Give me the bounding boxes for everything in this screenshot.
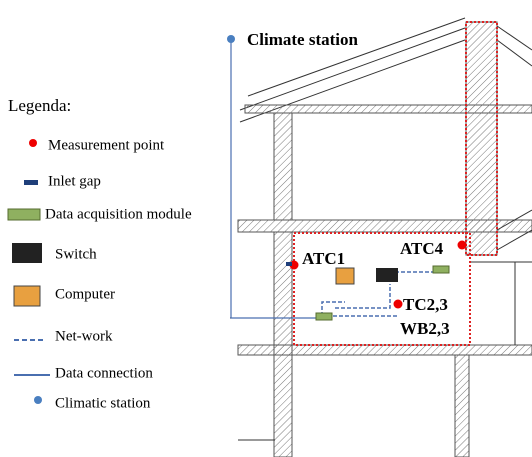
label: TC2,3	[403, 295, 448, 314]
legend-icon	[7, 208, 41, 221]
legend-item: Climatic station	[55, 395, 151, 411]
floor-slab	[237, 219, 532, 233]
legend-item: Inlet gap	[48, 173, 101, 189]
legend-icon	[34, 396, 42, 404]
legend-item: Data connection	[55, 365, 153, 381]
roof	[239, 17, 532, 123]
legend-icon	[13, 285, 41, 307]
legend-item: Computer	[55, 286, 115, 302]
label: WB2,3	[400, 319, 450, 338]
module	[315, 312, 333, 321]
computer	[335, 267, 355, 285]
legend-item: Measurement point	[48, 137, 165, 153]
network	[227, 35, 467, 321]
data-connection	[230, 40, 318, 319]
room-outline	[293, 232, 471, 346]
lines	[230, 209, 532, 441]
legend-item: Switch	[55, 246, 97, 262]
network-line	[321, 271, 437, 317]
climate-station-dot	[227, 35, 235, 43]
legend-icon	[29, 139, 37, 147]
upper-wall	[273, 112, 293, 221]
inlet-gap	[286, 262, 292, 266]
legend-icon	[12, 243, 42, 263]
module	[432, 265, 450, 274]
switch	[376, 268, 398, 282]
attic-floor	[244, 104, 532, 114]
title: Climate station	[247, 30, 359, 49]
legend-item: Data acquisition module	[45, 206, 192, 222]
legend: Legenda: Measurement point Inlet gap Dat…	[7, 96, 192, 411]
legend-icon	[24, 180, 38, 185]
label: ATC4	[400, 239, 444, 258]
label: ATC1	[302, 249, 345, 268]
measurement-point	[393, 299, 403, 309]
house-drawing	[230, 17, 532, 457]
measurement-point	[457, 240, 467, 250]
chimney	[465, 21, 498, 256]
ground-slab	[237, 344, 532, 356]
inner-wall	[454, 354, 470, 457]
legend-title: Legenda:	[8, 96, 71, 115]
legend-item: Net-work	[55, 328, 113, 344]
